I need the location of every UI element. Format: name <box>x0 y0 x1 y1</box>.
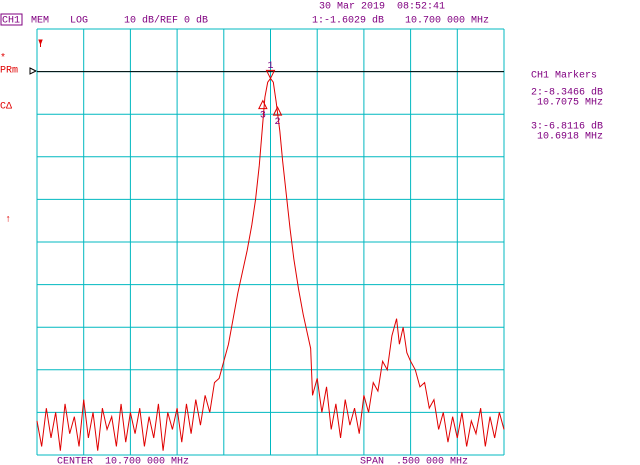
channel-box <box>0 13 23 26</box>
left-label: * <box>0 53 6 65</box>
left-label: PRm <box>0 66 18 77</box>
memory: MEM <box>31 16 49 27</box>
left-label: ↑ <box>5 215 11 226</box>
marker-icon <box>38 39 43 47</box>
left-label: CΔ <box>0 102 12 113</box>
scale: 10 dB/REF 0 dB <box>124 15 208 27</box>
side-readout: 10.7075 MHz <box>537 98 603 109</box>
side-readout: 2:-8.3466 dB <box>531 87 603 99</box>
side-readout: 10.6918 MHz <box>537 132 603 143</box>
span: SPAN .500 000 MHz <box>360 457 468 465</box>
marker <box>258 99 268 110</box>
active-freq: 10.700 000 MHz <box>405 16 489 27</box>
marker <box>265 69 276 80</box>
plot: 1 23 <box>36 28 505 456</box>
marker-label: 2 <box>274 117 280 128</box>
channel: CH1 <box>2 16 20 27</box>
center: CENTER 10.700 000 MHz <box>57 457 189 465</box>
trace <box>36 77 505 451</box>
datetime: 30 Mar 2019 08:52:41 <box>319 2 445 13</box>
side-title: CH1 Markers <box>531 70 597 82</box>
format: LOG <box>70 16 88 27</box>
active-readout: 1:-1.6029 dB <box>312 15 384 27</box>
marker-label: 1 <box>267 61 273 72</box>
marker-label: 3 <box>260 110 266 121</box>
ref-pointer <box>29 67 38 75</box>
side-readout: 3:-6.8116 dB <box>531 121 603 133</box>
marker <box>272 106 283 116</box>
